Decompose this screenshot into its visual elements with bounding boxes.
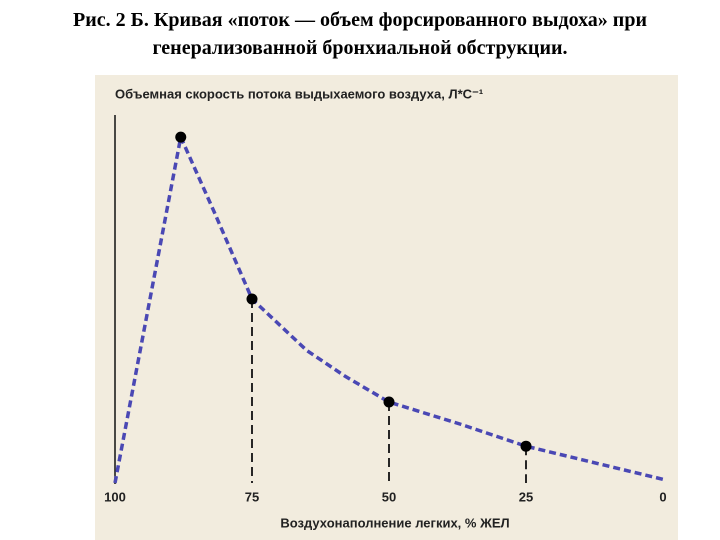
- x-tick-label: 100: [104, 489, 126, 504]
- x-tick-label: 25: [519, 489, 533, 504]
- data-point: [175, 131, 187, 143]
- data-point: [246, 293, 258, 305]
- x-tick-label: 0: [659, 489, 666, 504]
- data-point: [383, 396, 395, 408]
- data-point: [520, 440, 532, 452]
- x-tick-label: 50: [382, 489, 396, 504]
- data-line: [113, 135, 664, 484]
- x-tick-label: 75: [245, 489, 259, 504]
- chart-title: Рис. 2 Б. Кривая «поток — объем форсиров…: [73, 9, 647, 59]
- x-axis-label: Воздухонаполнение легких, % ЖЕЛ: [280, 515, 509, 530]
- y-axis-label: Объемная скорость потока выдыхаемого воз…: [115, 86, 483, 101]
- plot-panel: [95, 75, 678, 540]
